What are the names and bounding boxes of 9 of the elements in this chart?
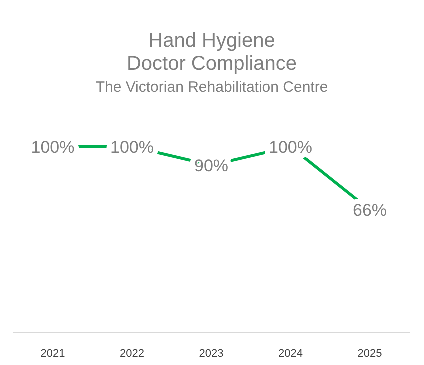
x-tick-label: 2021 [40,348,66,360]
x-tick-label: 2024 [278,348,303,360]
chart-subtitle: The Victorian Rehabilitation Centre [94,78,330,98]
x-tick-label: 2025 [358,348,382,360]
x-tick-label: 2022 [120,348,144,360]
chart-title: Hand Hygiene Doctor Compliance [126,30,298,76]
x-tick-label: 2023 [199,348,224,360]
data-label: 100% [31,138,75,157]
data-label: 66% [352,201,388,220]
